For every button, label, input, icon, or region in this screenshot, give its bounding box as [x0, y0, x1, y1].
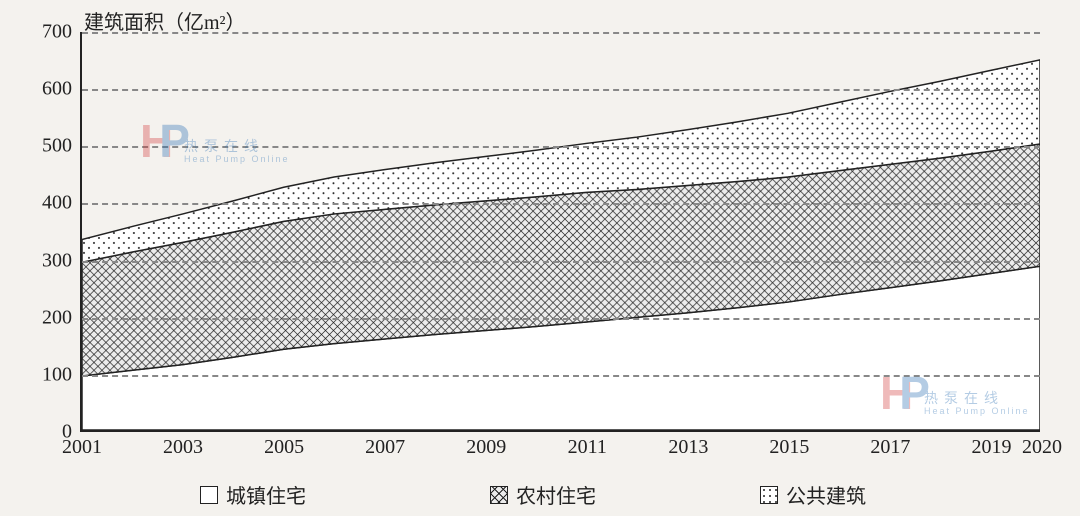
y-tick-label: 400	[42, 192, 82, 215]
area-svg	[82, 32, 1040, 430]
x-tick-label: 2020	[1022, 430, 1062, 459]
y-tick-label: 200	[42, 306, 82, 329]
x-tick-label: 2007	[365, 430, 405, 459]
x-tick-label: 2009	[466, 430, 506, 459]
plot-area: 0100200300400500600700200120032005200720…	[80, 32, 1040, 432]
grid-line	[82, 146, 1040, 148]
legend-swatch-rural	[490, 486, 508, 504]
legend-label: 农村住宅	[516, 480, 596, 509]
legend-label: 城镇住宅	[226, 480, 306, 509]
y-tick-label: 500	[42, 135, 82, 158]
grid-line	[82, 318, 1040, 320]
x-tick-label: 2003	[163, 430, 203, 459]
x-tick-label: 2001	[62, 430, 102, 459]
legend-item-public: 公共建筑	[760, 480, 866, 509]
legend-item-urban: 城镇住宅	[200, 480, 306, 509]
grid-line	[82, 261, 1040, 263]
legend-label: 公共建筑	[786, 480, 866, 509]
legend-swatch-urban	[200, 486, 218, 504]
y-axis-title: 建筑面积（亿m²）	[84, 6, 246, 35]
x-tick-label: 2015	[769, 430, 809, 459]
y-tick-label: 700	[42, 21, 82, 44]
x-tick-label: 2019	[971, 430, 1011, 459]
legend-swatch-public	[760, 486, 778, 504]
y-tick-label: 300	[42, 249, 82, 272]
x-tick-label: 2013	[668, 430, 708, 459]
x-tick-label: 2017	[870, 430, 910, 459]
legend-item-rural: 农村住宅	[490, 480, 596, 509]
grid-line	[82, 203, 1040, 205]
x-tick-label: 2005	[264, 430, 304, 459]
area-chart: 0100200300400500600700200120032005200720…	[0, 0, 1080, 516]
grid-line	[82, 89, 1040, 91]
y-tick-label: 600	[42, 78, 82, 101]
x-tick-label: 2011	[568, 430, 607, 459]
grid-line	[82, 375, 1040, 377]
y-tick-label: 100	[42, 363, 82, 386]
